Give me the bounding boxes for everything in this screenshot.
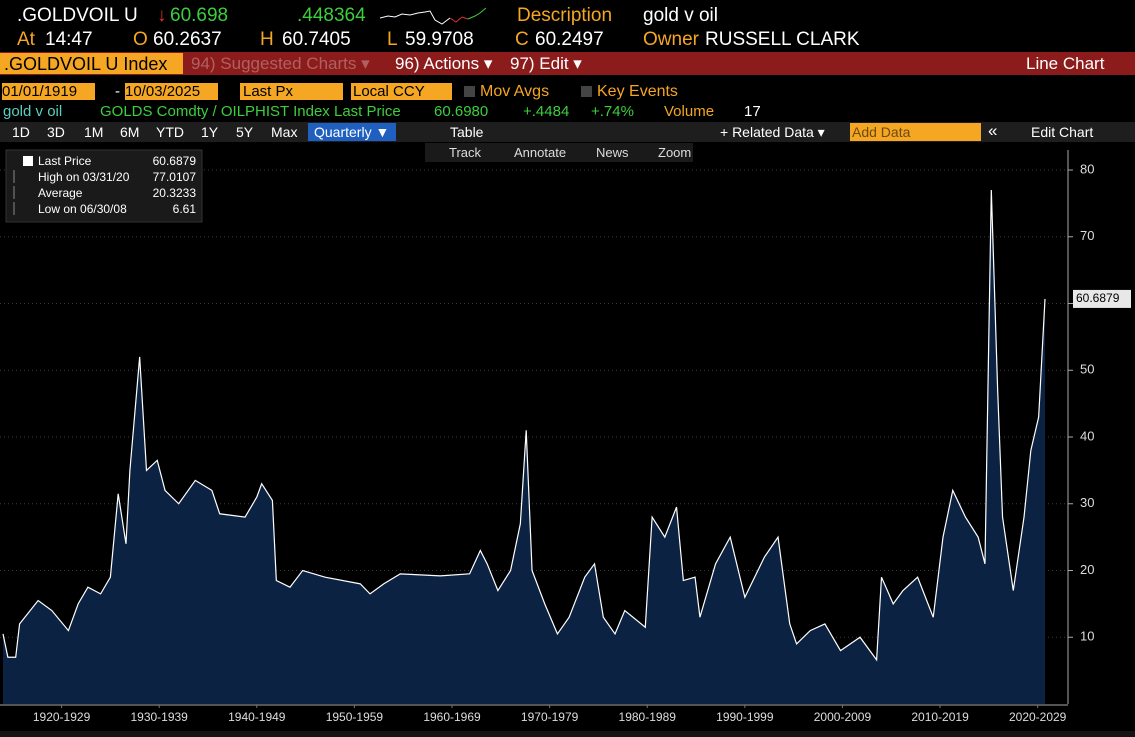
last-value-box: [1073, 289, 1131, 308]
tool-button[interactable]: News: [596, 145, 629, 160]
x-tick-label: 1950-1959: [326, 710, 384, 724]
sparkline: [380, 7, 487, 25]
range-button[interactable]: 6M: [120, 124, 140, 140]
related-data[interactable]: + Related Data ▾: [720, 124, 825, 140]
header-field: O: [133, 29, 148, 50]
y-tick-label: 80: [1080, 161, 1094, 176]
legend-value: 6.61: [173, 202, 197, 216]
x-tick-label: 1940-1949: [228, 710, 286, 724]
description: gold v oil: [643, 5, 718, 26]
ticker: .GOLDVOIL U: [17, 5, 138, 26]
menu-item[interactable]: 97) Edit ▾: [510, 54, 582, 73]
header-field: 60.2637: [153, 29, 222, 50]
date-input[interactable]: 10/03/2025: [125, 83, 218, 100]
header-field: Owner: [643, 29, 699, 50]
dash: -: [115, 83, 120, 100]
legend-box: [5, 149, 203, 223]
header-field: 60.2497: [535, 29, 604, 50]
header-field: 59.9708: [405, 29, 474, 50]
y-tick-label: 10: [1080, 629, 1094, 644]
date-input[interactable]: 01/01/1919: [2, 83, 95, 100]
range-button[interactable]: Max: [271, 124, 298, 140]
chart-type[interactable]: Line Chart: [1026, 54, 1105, 73]
label: Volume: [664, 103, 715, 120]
legend-label: Last Price: [38, 154, 92, 168]
legend-value: 20.3233: [153, 186, 197, 200]
header-field: L: [387, 29, 398, 50]
range-button[interactable]: 5Y: [236, 124, 254, 140]
legend-label: Low on 06/30/08: [38, 202, 127, 216]
y-tick-label: 50: [1080, 362, 1094, 377]
header-field: RUSSELL CLARK: [705, 29, 860, 50]
header-field: 60.7405: [282, 29, 351, 50]
legend-value: 77.0107: [153, 170, 197, 184]
collapse[interactable]: «: [988, 121, 998, 140]
menu-item[interactable]: 96) Actions ▾: [395, 54, 493, 73]
x-tick-label: 2020-2029: [1009, 710, 1067, 724]
change: +.4484: [523, 103, 570, 120]
checkbox[interactable]: [464, 86, 475, 97]
currency-select[interactable]: Local CCY: [351, 83, 452, 100]
y-tick-label: 30: [1080, 495, 1094, 510]
security: .GOLDVOIL U Index: [4, 54, 168, 74]
legend-swatch: [23, 156, 33, 166]
tool-button[interactable]: Annotate: [514, 145, 567, 160]
x-tick-label: 1920-1929: [33, 710, 91, 724]
edit-chart[interactable]: Edit Chart: [1031, 124, 1094, 140]
label: Description: [517, 5, 613, 26]
menu-item[interactable]: 94) Suggested Charts ▾: [191, 54, 370, 73]
header-field: 14:47: [45, 29, 93, 50]
line: [2, 189, 1046, 662]
legend-label: Average: [38, 186, 83, 200]
range-button[interactable]: YTD: [156, 124, 184, 140]
x-tick-label: 1980-1989: [619, 710, 677, 724]
x-tick-label: 1970-1979: [521, 710, 579, 724]
header-field: C: [515, 29, 529, 50]
x-tick-label: 1930-1939: [130, 710, 188, 724]
x-tick-label: 2010-2019: [911, 710, 969, 724]
change: .448364: [297, 5, 366, 26]
area: [3, 189, 1045, 704]
range-button[interactable]: 3D: [47, 124, 65, 140]
y-tick-label: 70: [1080, 228, 1094, 243]
x-tick-label: 2000-2009: [814, 710, 872, 724]
last-price: 60.698: [170, 5, 229, 26]
security-box: [0, 53, 183, 74]
header-field: H: [260, 29, 274, 50]
table-button[interactable]: Table: [450, 124, 484, 140]
y-tick-label: 40: [1080, 428, 1094, 443]
tool-button[interactable]: Zoom: [658, 145, 692, 160]
range-button[interactable]: 1M: [84, 124, 104, 140]
tool-button[interactable]: Track: [449, 145, 482, 160]
x-tick-label: 1960-1969: [423, 710, 481, 724]
formula: GOLDS Comdty / OILPHIST Index Last Price: [100, 103, 401, 120]
tool-strip: [425, 143, 693, 162]
x-tick-label: 1990-1999: [716, 710, 774, 724]
pct: +.74%: [591, 103, 634, 120]
add-data[interactable]: Add Data: [850, 123, 981, 141]
period-select[interactable]: Quarterly ▼: [308, 123, 396, 141]
y-tick-label: 20: [1080, 562, 1094, 577]
menu-bar: [0, 52, 1135, 75]
legend-value: 60.6879: [153, 154, 197, 168]
option[interactable]: Mov Avgs: [480, 83, 550, 100]
checkbox[interactable]: [581, 86, 592, 97]
scroll-bar: [0, 731, 1135, 737]
header-field: At: [17, 29, 35, 50]
price: 60.6980: [434, 103, 489, 120]
last-value-label: 60.6879: [1076, 291, 1120, 305]
range-button[interactable]: 1Y: [201, 124, 219, 140]
option[interactable]: Key Events: [597, 83, 678, 100]
arrow: ↓: [157, 5, 167, 26]
field-select[interactable]: Last Px: [240, 83, 343, 100]
legend-label: High on 03/31/20: [38, 170, 130, 184]
legend: Last Price 60.6879 High on 03/31/20 77.0107…: [5, 149, 203, 223]
range-button[interactable]: 1D: [12, 124, 30, 140]
series-name: gold v oil: [3, 103, 63, 120]
volume: 17: [744, 103, 761, 120]
